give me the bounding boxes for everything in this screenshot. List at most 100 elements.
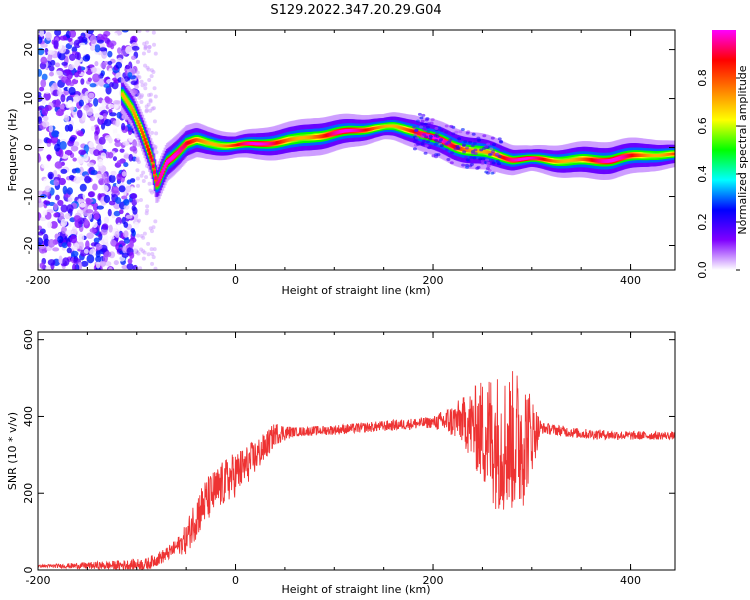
spectrogram-cell bbox=[119, 209, 124, 215]
spectrogram-ridge-cell bbox=[141, 131, 145, 135]
spectrogram-ridge-cell bbox=[151, 164, 155, 169]
spectrogram-cell bbox=[66, 82, 75, 87]
spectrogram-cell bbox=[38, 106, 43, 111]
spectrogram-cell bbox=[40, 79, 47, 88]
spectrogram-cell bbox=[68, 174, 75, 181]
spectrogram-cell bbox=[74, 51, 80, 60]
spectrogram-cell bbox=[479, 148, 484, 152]
spectrogram-cell bbox=[451, 132, 456, 136]
spectrogram-cell bbox=[449, 124, 454, 128]
spectrogram-ridge-cell bbox=[130, 106, 134, 110]
spectrogram-cell bbox=[426, 122, 431, 126]
spectrogram-cell bbox=[134, 84, 139, 90]
spectrogram-heatmap bbox=[38, 30, 675, 270]
x-tick-label: -200 bbox=[26, 574, 51, 587]
spectrogram-ridge-cell bbox=[164, 161, 168, 166]
spectrogram-cell bbox=[478, 157, 483, 161]
spectrogram-cell bbox=[107, 104, 115, 109]
spectrogram-cell bbox=[420, 142, 425, 146]
spectrogram-cell bbox=[93, 213, 100, 220]
spectrogram-cell bbox=[95, 261, 101, 269]
spectrogram-cell bbox=[71, 250, 79, 257]
spectrogram-ridge-cell bbox=[123, 96, 127, 100]
spectrogram-cell bbox=[54, 30, 62, 36]
spectrogram-cell bbox=[73, 242, 80, 250]
spectrogram-cell bbox=[38, 237, 43, 246]
spectrogram-cell bbox=[113, 210, 121, 217]
spectrogram-x-label: Height of straight line (km) bbox=[281, 284, 430, 297]
spectrogram-cell bbox=[141, 170, 146, 175]
spectrogram-cell bbox=[437, 126, 442, 130]
spectrogram-cell bbox=[61, 242, 68, 249]
spectrogram-cell bbox=[73, 176, 82, 184]
spectrogram-cell bbox=[128, 153, 134, 162]
spectrogram-cell bbox=[82, 55, 90, 62]
spectrogram-cell bbox=[123, 162, 129, 168]
spectrogram-cell bbox=[130, 80, 138, 86]
spectrogram-cell bbox=[131, 45, 140, 51]
spectrogram-cell bbox=[42, 210, 48, 216]
spectrogram-cell bbox=[123, 230, 129, 238]
spectrogram-cell bbox=[52, 169, 58, 177]
spectrogram-cell bbox=[132, 139, 138, 148]
spectrogram-cell bbox=[491, 150, 496, 154]
spectrogram-cell bbox=[141, 178, 146, 183]
spectrogram-cell bbox=[488, 153, 493, 157]
spectrogram-cell bbox=[129, 240, 134, 249]
spectrogram-cell bbox=[113, 100, 121, 105]
spectrogram-cell bbox=[129, 251, 135, 259]
spectrogram-cell bbox=[153, 266, 158, 270]
spectrogram-cell bbox=[136, 183, 141, 188]
spectrogram-cell bbox=[444, 130, 449, 134]
x-tick-label: 400 bbox=[620, 274, 641, 287]
spectrogram-cell bbox=[38, 111, 41, 117]
spectrogram-cell bbox=[47, 221, 53, 229]
spectrogram-cell bbox=[463, 140, 468, 144]
spectrogram-cell bbox=[150, 252, 155, 257]
spectrogram-cell bbox=[412, 147, 417, 151]
spectrogram-cell bbox=[77, 198, 85, 204]
spectrogram-cell bbox=[41, 107, 49, 116]
spectrogram-cell bbox=[107, 60, 113, 66]
spectrogram-cell bbox=[147, 93, 152, 98]
spectrogram-cell bbox=[122, 141, 130, 146]
spectrogram-ridge-cell bbox=[147, 148, 151, 152]
spectrogram-cell bbox=[104, 178, 109, 185]
spectrogram-cell bbox=[491, 143, 496, 147]
spectrogram-cell bbox=[39, 30, 45, 37]
spectrogram-cell bbox=[129, 186, 135, 194]
spectrogram-cell bbox=[43, 88, 51, 94]
spectrogram-cell bbox=[77, 156, 85, 164]
spectrogram-cell bbox=[58, 177, 66, 186]
spectrogram-cell bbox=[421, 140, 426, 144]
spectrogram-cell bbox=[465, 131, 470, 135]
snr-frame bbox=[37, 331, 676, 571]
spectrogram-cell bbox=[480, 162, 485, 166]
spectrogram-cell bbox=[130, 133, 137, 138]
spectrogram-cell bbox=[57, 87, 63, 97]
spectrogram-cell bbox=[100, 228, 108, 236]
spectrogram-cell bbox=[119, 148, 125, 153]
spectrogram-cell bbox=[130, 193, 138, 200]
spectrogram-cell bbox=[437, 140, 442, 144]
spectrogram-cell bbox=[147, 77, 152, 82]
spectrogram-ridge-cell bbox=[128, 103, 132, 107]
spectrogram-cell bbox=[95, 126, 100, 135]
colorbar-tick-label: 0.4 bbox=[696, 165, 709, 183]
spectrogram-cell bbox=[98, 178, 106, 186]
spectrogram-cell bbox=[105, 85, 112, 95]
spectrogram-cell bbox=[42, 120, 50, 128]
spectrogram-cell bbox=[471, 132, 476, 136]
spectrogram-cell bbox=[415, 119, 420, 123]
spectrogram-cell bbox=[141, 51, 146, 56]
spectrogram-cell bbox=[136, 160, 141, 165]
spectrogram-ridge-cell bbox=[135, 117, 139, 121]
spectrogram-cell bbox=[70, 145, 79, 152]
spectrogram-cell bbox=[57, 235, 64, 244]
spectrogram-cell bbox=[76, 109, 83, 119]
spectrogram-cell bbox=[149, 247, 154, 252]
spectrogram-cell bbox=[73, 141, 80, 147]
y-tick-label: -20 bbox=[22, 237, 35, 255]
spectrogram-cell bbox=[99, 47, 108, 52]
